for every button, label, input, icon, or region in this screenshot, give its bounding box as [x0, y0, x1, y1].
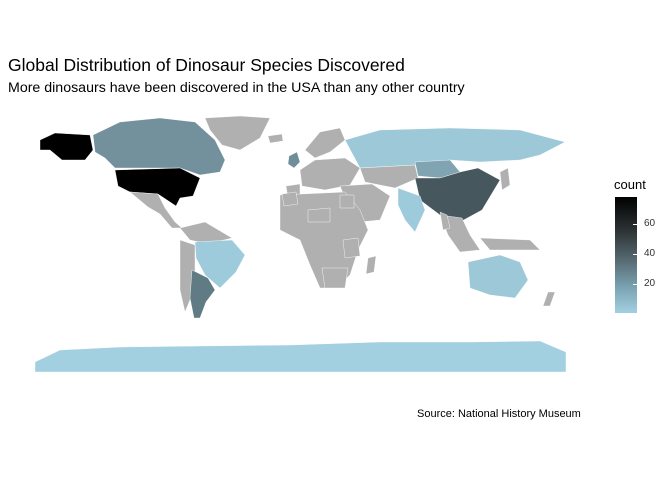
legend-title: count: [614, 177, 646, 192]
region-japan: [499, 167, 511, 191]
chart-title: Global Distribution of Dinosaur Species …: [8, 55, 405, 75]
region-canada: [92, 117, 226, 176]
region-central-asia: [359, 164, 419, 189]
source-caption: Source: National History Museum: [417, 408, 581, 420]
region-egypt: [339, 194, 355, 209]
region-madagascar: [365, 255, 377, 275]
legend-tick-mark-60: [633, 224, 637, 225]
legend-tick-label: 20: [644, 278, 656, 289]
region-russia: [344, 127, 566, 169]
region-iceland: [267, 133, 284, 144]
region-tanzania: [342, 237, 361, 259]
region-alaska: [39, 132, 94, 161]
region-new-zealand: [542, 291, 556, 307]
region-brazil: [194, 239, 246, 289]
legend-color-bar: [615, 197, 637, 313]
region-southeast-asia: [439, 214, 481, 253]
region-india: [397, 187, 426, 233]
region-china: [414, 167, 501, 223]
region-niger: [307, 207, 331, 223]
region-scandinavia: [304, 127, 346, 159]
region-uk: [287, 151, 301, 169]
region-greenland: [204, 115, 271, 151]
region-australia: [467, 254, 529, 299]
legend-tick-mark-40: [633, 254, 637, 255]
legend-tick-label: 60: [644, 218, 656, 229]
region-usa: [114, 167, 201, 207]
region-argentina: [189, 269, 216, 319]
legend-tick-mark-20: [633, 284, 637, 285]
legend-tick-label: 40: [644, 248, 656, 259]
region-morocco: [281, 191, 299, 207]
region-indonesia: [479, 237, 541, 251]
region-europe: [299, 157, 361, 191]
region-antarctica: [34, 340, 567, 373]
region-thailand: [439, 211, 451, 231]
region-south-africa: [321, 267, 349, 289]
chart-subtitle: More dinosaurs have been discovered in t…: [8, 80, 465, 96]
